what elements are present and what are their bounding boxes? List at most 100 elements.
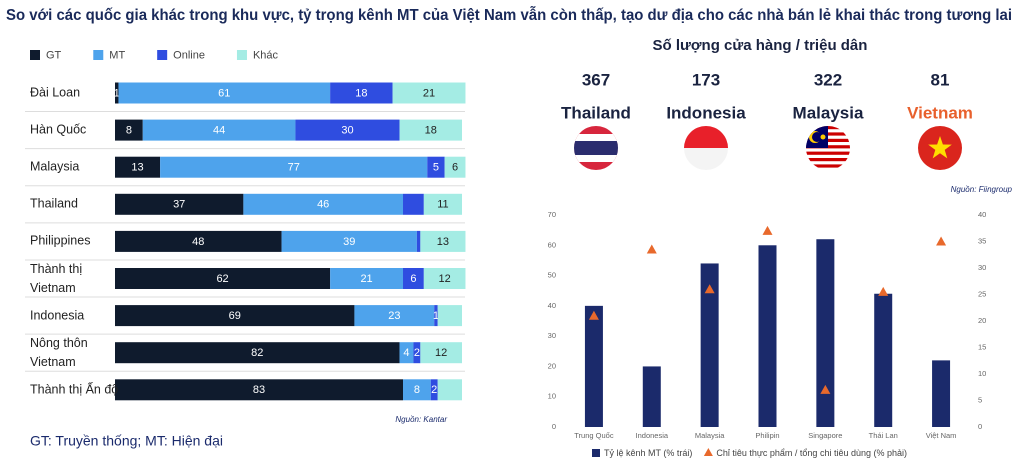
- data-label: 48: [192, 236, 204, 248]
- category-label: Nông thôn Vietnam: [30, 335, 88, 369]
- data-label: 13: [437, 236, 449, 248]
- bar-segment: [115, 305, 355, 327]
- data-label: 18: [355, 87, 367, 99]
- data-label: 6: [410, 273, 416, 285]
- note: GT: Truyền thống; MT: Hiện đại: [30, 433, 223, 449]
- bar-segment: [115, 119, 143, 141]
- category-label: Thailand: [30, 196, 78, 211]
- data-label: 44: [213, 125, 225, 137]
- bar-segment: [430, 379, 438, 401]
- data-label: 21: [423, 87, 435, 99]
- data-label: 77: [288, 162, 300, 174]
- bar-segment: [423, 268, 466, 289]
- bar-segment: [115, 379, 404, 401]
- bar-segment: [413, 342, 421, 364]
- data-label: 13: [131, 162, 143, 174]
- country-name: Thailand: [561, 103, 631, 122]
- data-label: 82: [251, 347, 263, 359]
- store-count: 81: [931, 70, 950, 89]
- bar: [874, 293, 893, 427]
- country-name: Indonesia: [666, 103, 746, 122]
- bar-segment: [403, 268, 424, 289]
- y-tick-label: 70: [548, 210, 556, 219]
- bar-segment: [118, 82, 331, 104]
- x-tick-label: Trung Quốc: [574, 431, 614, 440]
- bar-segment: [330, 82, 393, 104]
- y2-tick-label: 0: [978, 422, 982, 431]
- bar: [932, 360, 951, 427]
- x-tick-label: Philipin: [755, 431, 779, 440]
- data-label: 1: [114, 87, 120, 99]
- y2-tick-label: 10: [978, 369, 986, 378]
- triangle-marker: [646, 244, 657, 254]
- flag-thailand: [574, 126, 618, 170]
- bar-segment: [416, 230, 421, 252]
- store-count: 322: [814, 70, 842, 89]
- bar-segment: [115, 156, 161, 178]
- flag-indonesia: [684, 126, 728, 170]
- data-label: 12: [439, 273, 451, 285]
- bar: [700, 263, 719, 427]
- y2-tick-label: 35: [978, 236, 986, 245]
- bar-segment: [115, 230, 282, 252]
- legend-label: GT: [46, 49, 62, 61]
- store-count: 173: [692, 70, 720, 89]
- category-label: Thành thị Ấn độ: [30, 382, 119, 397]
- data-label: 8: [414, 384, 420, 396]
- x-tick-label: Việt Nam: [926, 431, 957, 440]
- x-tick-label: Malaysia: [695, 431, 725, 440]
- y-tick-label: 50: [548, 271, 556, 280]
- legend-swatch: [157, 50, 168, 60]
- bar-segment: [420, 230, 466, 252]
- legend-label: Online: [173, 49, 205, 61]
- category-label: Thành thị Vietnam: [30, 261, 83, 295]
- bar-segment: [423, 193, 462, 215]
- flag-vietnam: [918, 126, 962, 170]
- category-label: Hàn Quốc: [30, 122, 87, 137]
- data-label: 30: [341, 125, 353, 137]
- bar-segment: [295, 119, 400, 141]
- data-label: 46: [317, 199, 329, 211]
- y2-tick-label: 25: [978, 289, 986, 298]
- data-label: 39: [343, 236, 355, 248]
- legend-swatch: [703, 448, 713, 456]
- chart-source: Nguồn: Kantar: [395, 415, 447, 424]
- store-source: Nguồn: Fiingroup: [951, 185, 1013, 194]
- triangle-marker: [878, 286, 889, 296]
- y2-tick-label: 15: [978, 342, 986, 351]
- triangle-marker: [820, 384, 831, 394]
- y-tick-label: 10: [548, 392, 556, 401]
- bar-segment: [115, 82, 119, 104]
- bar: [816, 239, 835, 427]
- legend-label: Khác: [253, 49, 279, 61]
- category-label: Malaysia: [30, 159, 80, 174]
- category-label: Philippines: [30, 233, 91, 248]
- bar-segment: [437, 305, 462, 327]
- data-label: 8: [126, 125, 132, 137]
- flag-malaysia: [806, 126, 850, 170]
- data-label: 2: [414, 347, 420, 359]
- x-tick-label: Thái Lan: [869, 431, 898, 440]
- bar-segment: [399, 342, 414, 364]
- bar-segment: [392, 82, 466, 104]
- store-count: 367: [582, 70, 610, 89]
- legend-label: MT: [109, 49, 125, 61]
- data-label: 18: [425, 125, 437, 137]
- legend-swatch: [30, 50, 40, 60]
- bar-segment: [160, 156, 428, 178]
- bar-segment: [115, 193, 244, 215]
- data-label: 69: [229, 310, 241, 322]
- data-label: 1: [433, 310, 439, 322]
- bar: [758, 245, 777, 427]
- data-label: 5: [433, 162, 439, 174]
- data-label: 2: [431, 384, 437, 396]
- legend-label: Chỉ tiêu thực phẩm / tổng chi tiêu dùng …: [716, 448, 907, 458]
- data-label: 4: [403, 347, 409, 359]
- y-tick-label: 30: [548, 331, 556, 340]
- bar-segment: [115, 342, 400, 364]
- bar: [584, 305, 603, 427]
- legend-swatch: [93, 50, 104, 60]
- bar-segment: [330, 268, 404, 289]
